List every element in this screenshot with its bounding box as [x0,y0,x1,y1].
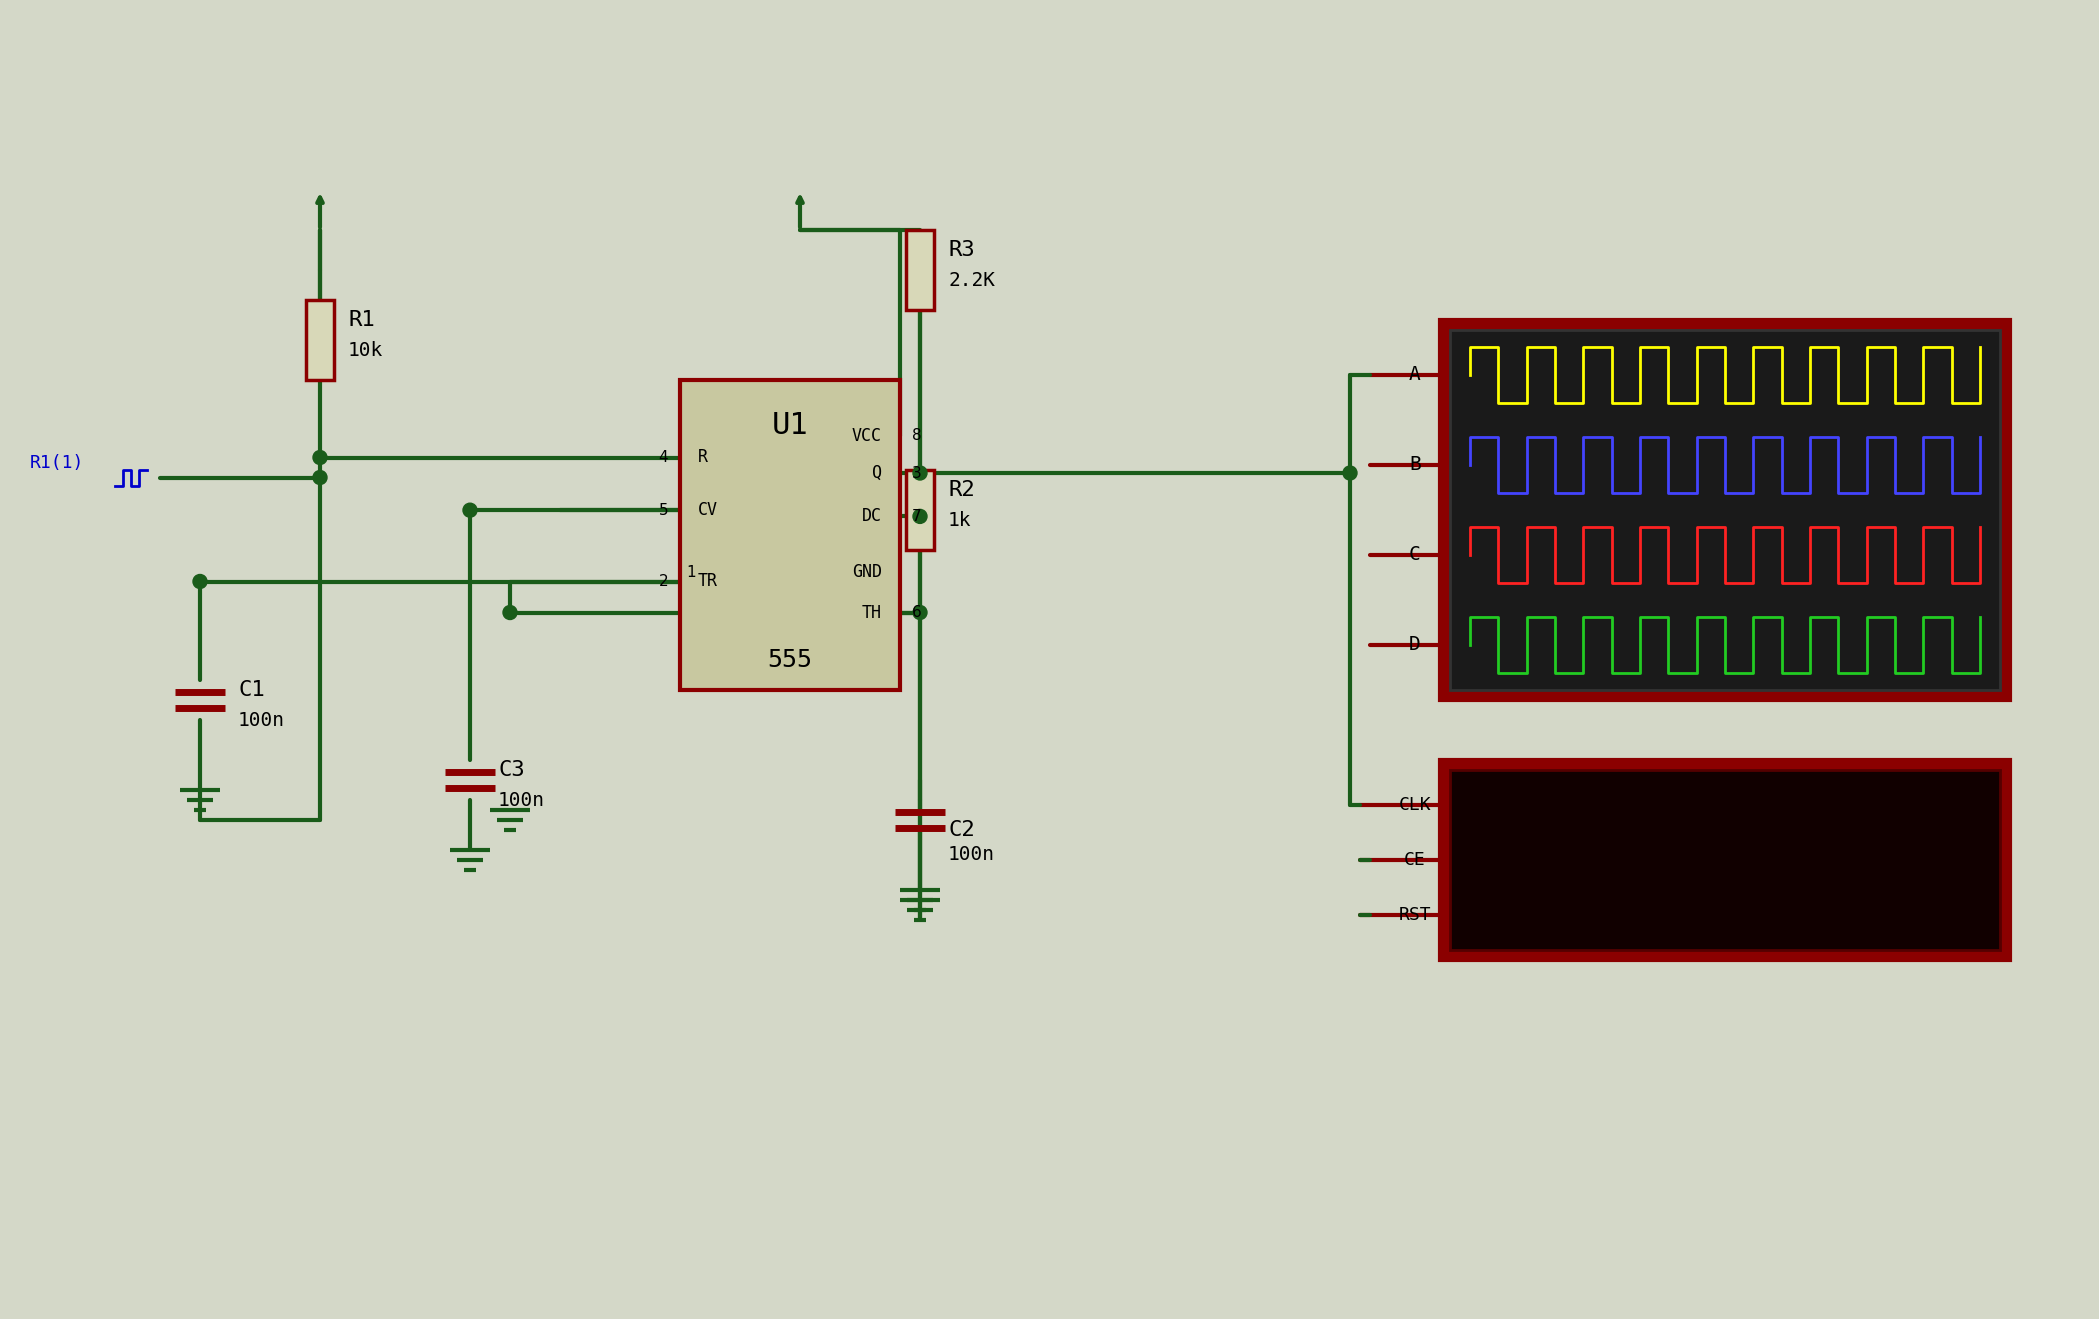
Bar [1440,321,2011,700]
Text: Q: Q [871,464,882,481]
Text: 3: 3 [911,466,921,480]
Text: 5: 5 [659,503,667,517]
Text: CV: CV [699,501,718,520]
Bar [1450,330,2000,690]
Circle shape [504,605,516,620]
Text: R1: R1 [348,310,376,330]
Text: C2: C2 [949,820,974,840]
Text: R: R [699,448,707,467]
Circle shape [913,605,928,620]
Text: C: C [1408,546,1421,565]
Text: 100n: 100n [497,790,546,810]
Text: CE: CE [1404,851,1425,869]
Text: RST: RST [1398,906,1432,925]
Text: B: B [1408,455,1421,475]
Text: A: A [1408,365,1421,385]
Text: 1k: 1k [949,510,972,529]
Text: U1: U1 [772,410,808,439]
Text: 8: 8 [911,429,921,443]
Text: 10k: 10k [348,340,384,360]
Bar [1450,770,2000,950]
Circle shape [313,471,327,484]
Circle shape [1343,466,1356,480]
Text: R3: R3 [949,240,974,260]
Text: TR: TR [699,572,718,591]
Circle shape [464,504,476,517]
Text: R1(1): R1(1) [29,454,84,471]
Text: 7: 7 [911,509,921,524]
Circle shape [193,575,208,588]
Text: TH: TH [863,604,882,621]
Bar [907,470,934,550]
Text: D: D [1408,636,1421,654]
Text: 1: 1 [686,565,695,579]
Text: CLK: CLK [1398,795,1432,814]
Text: DC: DC [863,508,882,525]
Bar [306,299,334,380]
Text: 2.2K: 2.2K [949,270,995,289]
Text: 6: 6 [911,605,921,620]
Text: 100n: 100n [949,845,995,864]
Circle shape [913,509,928,524]
Text: 4: 4 [659,450,667,466]
Text: VCC: VCC [852,427,882,445]
Text: C3: C3 [497,760,525,780]
Circle shape [313,451,327,464]
Text: R2: R2 [949,480,974,500]
Bar [907,230,934,310]
Text: GND: GND [852,563,882,582]
Text: 2: 2 [659,574,667,590]
Bar [1440,760,2011,960]
Bar [680,380,900,690]
Text: 100n: 100n [237,711,285,729]
Text: 555: 555 [768,648,812,671]
Text: C1: C1 [237,681,264,700]
Circle shape [913,466,928,480]
